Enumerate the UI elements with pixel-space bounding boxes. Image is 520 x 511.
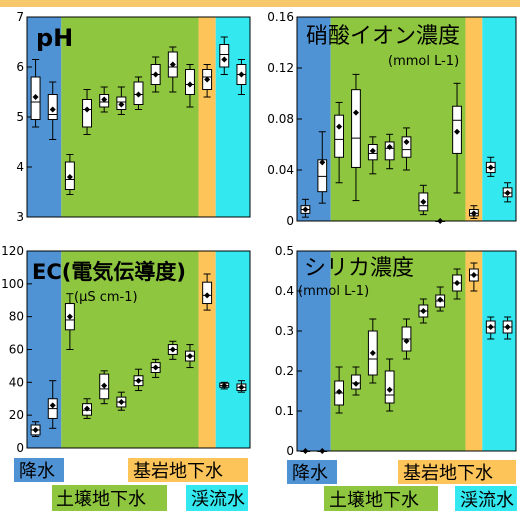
y-tick-label: 0.5: [275, 244, 294, 258]
panel-title: EC(電気伝導度): [32, 260, 186, 284]
box-iqr: [335, 115, 344, 157]
legend-label-stream: 渓流水: [460, 490, 514, 511]
y-tick-label: 0: [16, 441, 24, 455]
panel-unit: (mmol L-1): [388, 54, 459, 69]
y-tick-label: 120: [1, 244, 24, 258]
zone-stream: [216, 251, 250, 448]
y-tick-label: 0.1: [275, 404, 294, 418]
y-tick-label: 80: [9, 310, 24, 324]
box-iqr: [220, 45, 229, 68]
panel-unit: (μS cm-1): [74, 290, 138, 305]
panel-title: pH: [36, 24, 73, 52]
y-tick-label: 0.4: [275, 284, 294, 298]
panel-title: シリカ濃度: [304, 256, 414, 281]
y-tick-label: 0.08: [267, 112, 294, 126]
y-tick-label: 0: [286, 214, 294, 228]
y-tick-label: 0.12: [267, 61, 294, 75]
panel-ph: 3 4 5 6 7 pH: [16, 10, 250, 224]
legend-label-bedrock: 基岩地下水: [403, 463, 493, 484]
y-tick-label: 0.3: [275, 324, 294, 338]
box-iqr: [352, 90, 361, 168]
y-tick-label: 6: [16, 60, 24, 74]
y-tick-label: 60: [9, 343, 24, 357]
legend-label-stream: 渓流水: [191, 489, 245, 510]
zone-rain: [297, 251, 331, 451]
top-strip: [0, 0, 520, 7]
zone-soil: [61, 17, 198, 217]
legend-label-rain: 降水: [292, 463, 328, 484]
legend-label-rain: 降水: [19, 461, 55, 482]
y-tick-label: 0: [286, 444, 294, 458]
panel-silica: 0 0.1 0.2 0.3 0.4 0.5 シリカ濃度 (mmol L-1): [275, 244, 516, 458]
y-tick-label: 0.04: [267, 163, 294, 177]
legend-label-soil: 土壌地下水: [329, 490, 419, 511]
y-tick-label: 0.2: [275, 364, 294, 378]
legend-left: 降水 基岩地下水 土壌地下水 渓流水: [14, 458, 248, 511]
panel-ec: 0 20 40 60 80 100 120 EC(電気伝導度) (μS cm-1): [1, 244, 250, 455]
legend-right: 降水 基岩地下水 土壌地下水 渓流水: [287, 460, 517, 511]
y-tick-label: 4: [16, 160, 24, 174]
panel-unit: (mmol L-1): [298, 284, 369, 299]
y-tick-label: 7: [16, 10, 24, 24]
y-tick-label: 5: [16, 110, 24, 124]
y-tick-label: 20: [9, 408, 24, 422]
box-iqr: [83, 100, 92, 128]
zone-bedrock: [199, 17, 216, 217]
panel-nitrate: 0 0.04 0.08 0.12 0.16 硝酸イオン濃度 (mmol L-1): [267, 10, 516, 228]
panel-title: 硝酸イオン濃度: [306, 24, 460, 49]
zone-bedrock: [465, 17, 482, 221]
legend-label-soil: 土壌地下水: [56, 489, 146, 510]
y-tick-label: 3: [16, 210, 24, 224]
zone-stream: [482, 251, 516, 451]
y-tick-label: 100: [1, 277, 24, 291]
y-tick-label: 0.16: [267, 10, 294, 24]
y-tick-label: 40: [9, 375, 24, 389]
legend-label-bedrock: 基岩地下水: [133, 461, 223, 482]
zone-soil: [331, 251, 466, 451]
